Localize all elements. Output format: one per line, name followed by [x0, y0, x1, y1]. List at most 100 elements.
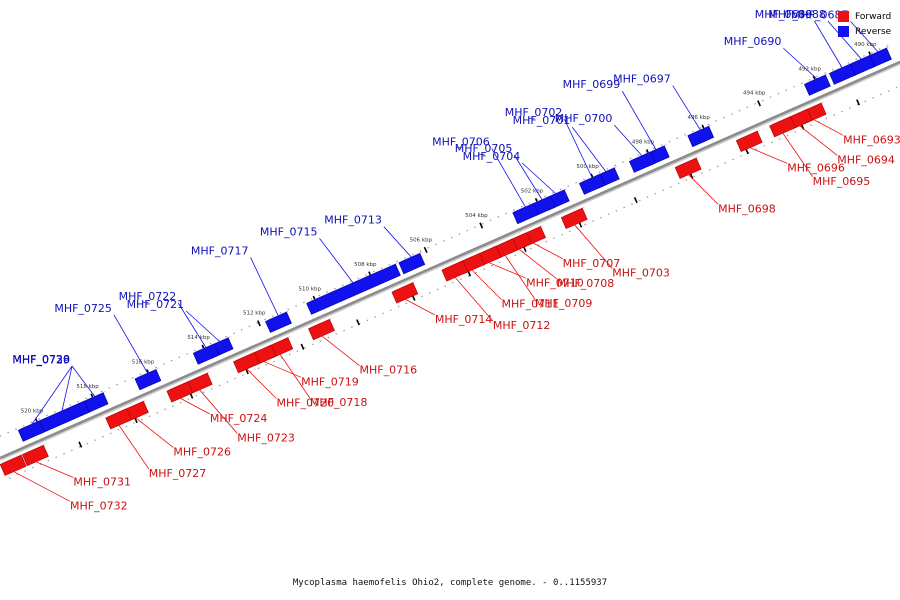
minor-tick-mark: [300, 343, 305, 350]
scale-tick-label: 510 kbp: [299, 286, 322, 292]
gene-leader-line: [827, 20, 863, 60]
legend-forward-label: Forward: [855, 11, 892, 22]
gene-mhf-0703: [560, 207, 588, 229]
gene-leader-line: [454, 276, 494, 322]
scale-tick-label: 492 kbp: [799, 66, 822, 72]
scale-tick-mark: [757, 100, 761, 107]
backbone-shadow: [0, 62, 900, 461]
gene-mhf-0713: [398, 253, 426, 275]
gene-label-mhf-0728: MHF_0728: [12, 353, 70, 366]
gene-leader-line: [404, 298, 436, 316]
gene-leader-line: [198, 389, 238, 434]
gene-label-mhf-0703: MHF_0703: [612, 266, 670, 279]
gene-mhf-0689: [829, 63, 856, 85]
gene-mhf-0696: [735, 130, 763, 152]
gene-label-mhf-0731: MHF_0731: [73, 476, 131, 489]
gene-leader-line: [614, 124, 643, 157]
legend: Forward Reverse: [838, 9, 891, 39]
gene-label-mhf-0717: MHF_0717: [191, 244, 249, 257]
scale-tick-label: 496 kbp: [687, 115, 710, 121]
gene-mhf-0722: [192, 343, 220, 365]
gene-label-mhf-0729: MHF_0729: [12, 354, 70, 367]
gene-mhf-0716: [308, 319, 335, 341]
gene-leader-line: [179, 397, 211, 415]
gene-label-mhf-0725: MHF_0725: [54, 302, 112, 315]
minor-tick-mark: [633, 197, 638, 204]
gene-label-mhf-0694: MHF_0694: [837, 153, 895, 166]
gene-leader-line: [514, 155, 543, 201]
gene-mhf-0695: [769, 116, 796, 138]
gene-leader-line: [573, 224, 613, 269]
gene-label-mhf-0714: MHF_0714: [435, 313, 493, 326]
scale-tick-label: 508 kbp: [354, 262, 377, 268]
gene-mhf-0717: [265, 311, 292, 333]
gene-leader-line: [250, 257, 279, 317]
gene-label-mhf-0716: MHF_0716: [359, 364, 417, 377]
gene-leader-line: [812, 118, 844, 136]
gene-label-mhf-0709: MHF_0709: [535, 297, 593, 310]
scale-tick-mark: [257, 320, 261, 327]
gene-mhf-0697: [687, 126, 715, 148]
gene-mhf-0690: [804, 74, 831, 96]
gene-leader-line: [263, 360, 302, 378]
forward-swatch-icon: [838, 11, 849, 22]
gene-mhf-0732: [0, 454, 27, 476]
gene-label-mhf-0705: MHF_0705: [455, 142, 513, 155]
gene-mhf-0720: [233, 352, 260, 374]
gene-label-mhf-0688: MHF_0688: [768, 8, 826, 21]
gene-label-mhf-0698: MHF_0698: [718, 202, 776, 215]
gene-label-mhf-0702: MHF_0702: [505, 106, 563, 119]
gene-label-mhf-0712: MHF_0712: [493, 319, 551, 332]
gene-label-mhf-0726: MHF_0726: [173, 446, 231, 459]
gene-label-mhf-0695: MHF_0695: [813, 175, 871, 188]
gene-leader-line: [814, 20, 843, 69]
minor-tick-mark: [356, 319, 360, 326]
gene-label-mhf-0699: MHF_0699: [563, 78, 621, 91]
gene-leader-line: [518, 248, 557, 280]
gene-leader-line: [782, 132, 813, 177]
gene-mhf-0727: [105, 408, 133, 430]
gene-label-mhf-0696: MHF_0696: [787, 161, 845, 174]
gene-label-mhf-0727: MHF_0727: [149, 467, 207, 480]
gene-label-mhf-0706: MHF_0706: [432, 136, 490, 149]
gene-label-mhf-0715: MHF_0715: [260, 225, 318, 238]
gene-leader-line: [135, 417, 174, 448]
gene-mhf-0715: [306, 263, 401, 315]
gene-label-mhf-0704: MHF_0704: [463, 150, 521, 163]
gene-leader-line: [504, 254, 536, 300]
gene-label-mhf-0722: MHF_0722: [119, 290, 177, 303]
gene-label-mhf-0730: MHF_0730: [12, 353, 70, 366]
scale-tick-label: 498 kbp: [632, 140, 655, 146]
gene-leader-line: [118, 424, 150, 470]
gene-leader-line: [491, 148, 527, 208]
scale-tick-label: 502 kbp: [521, 188, 544, 194]
gene-label-mhf-0701: MHF_0701: [513, 114, 571, 127]
gene-label-mhf-0719: MHF_0719: [301, 375, 359, 388]
scale-tick-label: 516 kbp: [132, 360, 155, 366]
gene-leader-line: [850, 21, 879, 53]
legend-reverse: Reverse: [838, 24, 891, 39]
gene-leader-line: [71, 365, 96, 398]
gene-label-mhf-0693: MHF_0693: [843, 133, 900, 146]
scale-tick-label: 520 kbp: [21, 408, 44, 414]
gene-label-mhf-0710: MHF_0710: [526, 276, 584, 289]
gene-leader-line: [177, 302, 207, 349]
gene-mhf-0706: [512, 203, 540, 225]
gene-leader-line: [471, 269, 502, 300]
gene-label-mhf-0687: MHF_0687: [791, 8, 849, 21]
gene-leader-line: [672, 85, 702, 131]
scale-tick-label: 490 kbp: [854, 42, 877, 48]
gene-label-mhf-0689: MHF_0689: [755, 8, 813, 21]
gene-leader-line: [522, 162, 557, 195]
legend-reverse-label: Reverse: [855, 26, 892, 37]
gene-leader-line: [113, 314, 149, 374]
gene-leader-line: [621, 90, 657, 151]
gene-leader-line: [564, 119, 593, 179]
gene-mhf-0698: [674, 157, 702, 179]
gene-leader-line: [799, 125, 838, 156]
gene-leader-line: [488, 261, 527, 279]
gene-mhf-0700: [629, 151, 656, 173]
scale-tick-label: 506 kbp: [410, 237, 433, 243]
gene-label-mhf-0724: MHF_0724: [210, 412, 268, 425]
